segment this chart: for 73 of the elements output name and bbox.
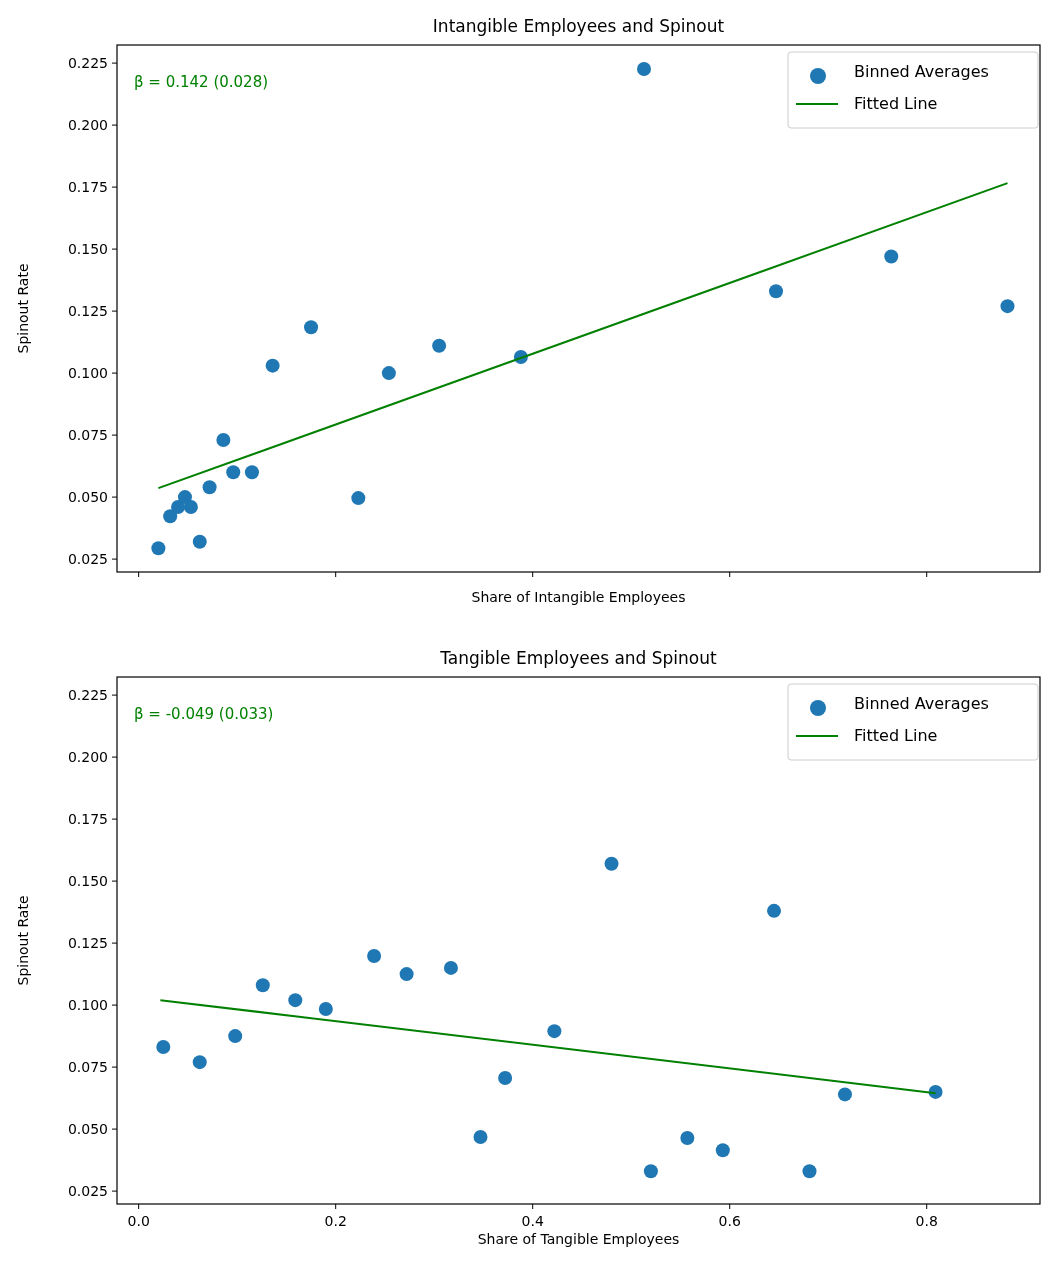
- point: [837, 1087, 852, 1102]
- annotation: β = 0.142 (0.028): [134, 73, 269, 91]
- y-tick-label: 0.175: [67, 179, 108, 196]
- point: [171, 500, 186, 515]
- legend-label: Fitted Line: [854, 726, 938, 745]
- point: [498, 1071, 513, 1086]
- point: [288, 993, 303, 1008]
- chart-title: Intangible Employees and Spinout: [432, 16, 725, 36]
- y-tick-label: 0.200: [67, 749, 108, 766]
- point: [244, 465, 259, 480]
- point: [767, 903, 782, 918]
- point: [226, 465, 241, 480]
- point: [884, 249, 899, 264]
- y-tick-label: 0.025: [67, 1183, 108, 1200]
- x-tick-label: 0.8: [915, 1213, 938, 1229]
- point: [163, 509, 178, 524]
- annotation: β = -0.049 (0.033): [134, 705, 274, 723]
- point: [680, 1131, 695, 1146]
- point: [351, 491, 366, 506]
- chart-title: Tangible Employees and Spinout: [439, 648, 718, 668]
- point: [443, 960, 458, 975]
- point: [473, 1130, 488, 1145]
- point: [216, 433, 231, 448]
- point: [304, 320, 319, 335]
- point: [156, 1040, 171, 1055]
- x-tick-label: 0.2: [324, 1213, 347, 1229]
- y-tick-label: 0.125: [67, 303, 108, 320]
- y-tick-label: 0.150: [67, 873, 108, 890]
- point: [265, 358, 280, 373]
- y-tick-label: 0.225: [67, 55, 108, 72]
- point: [202, 480, 217, 495]
- point: [643, 1164, 658, 1179]
- point: [604, 856, 619, 871]
- point: [637, 62, 652, 77]
- x-tick-label: 0.4: [521, 1213, 544, 1229]
- y-tick-label: 0.075: [67, 427, 108, 444]
- point: [802, 1164, 817, 1179]
- y-axis-title: Spinout Rate: [15, 263, 31, 354]
- point: [769, 284, 783, 299]
- y-tick-label: 0.025: [67, 551, 108, 568]
- point: [151, 541, 166, 556]
- point: [715, 1143, 730, 1158]
- y-tick-label: 0.100: [67, 365, 108, 382]
- point: [318, 1002, 333, 1017]
- y-axis-title: Spinout Rate: [15, 895, 31, 986]
- legend-label: Fitted Line: [854, 94, 938, 113]
- point: [399, 967, 414, 982]
- legend-label: Binned Averages: [854, 694, 989, 713]
- point: [192, 534, 207, 549]
- y-tick-label: 0.100: [67, 997, 108, 1014]
- y-tick-label: 0.050: [67, 1121, 108, 1138]
- point: [183, 500, 198, 515]
- y-tick-label: 0.200: [67, 117, 108, 134]
- point: [381, 366, 396, 381]
- point: [432, 338, 447, 353]
- point: [547, 1024, 562, 1039]
- y-tick-label: 0.125: [67, 935, 108, 952]
- legend-label: Binned Averages: [854, 62, 989, 81]
- point: [255, 978, 270, 993]
- y-tick-label: 0.225: [67, 687, 108, 704]
- x-tick-label: 0.0: [127, 1213, 150, 1229]
- y-tick-label: 0.075: [67, 1059, 108, 1076]
- point: [192, 1055, 207, 1070]
- y-tick-label: 0.150: [67, 241, 108, 258]
- point: [367, 949, 382, 963]
- x-axis-title: Share of Intangible Employees: [471, 589, 686, 605]
- x-axis-title: Share of Tangible Employees: [477, 1231, 680, 1247]
- y-tick-label: 0.050: [67, 489, 108, 506]
- point: [228, 1029, 243, 1044]
- x-tick-label: 0.6: [718, 1213, 741, 1229]
- point: [1000, 299, 1015, 314]
- point: [177, 490, 192, 505]
- y-tick-label: 0.175: [67, 811, 108, 828]
